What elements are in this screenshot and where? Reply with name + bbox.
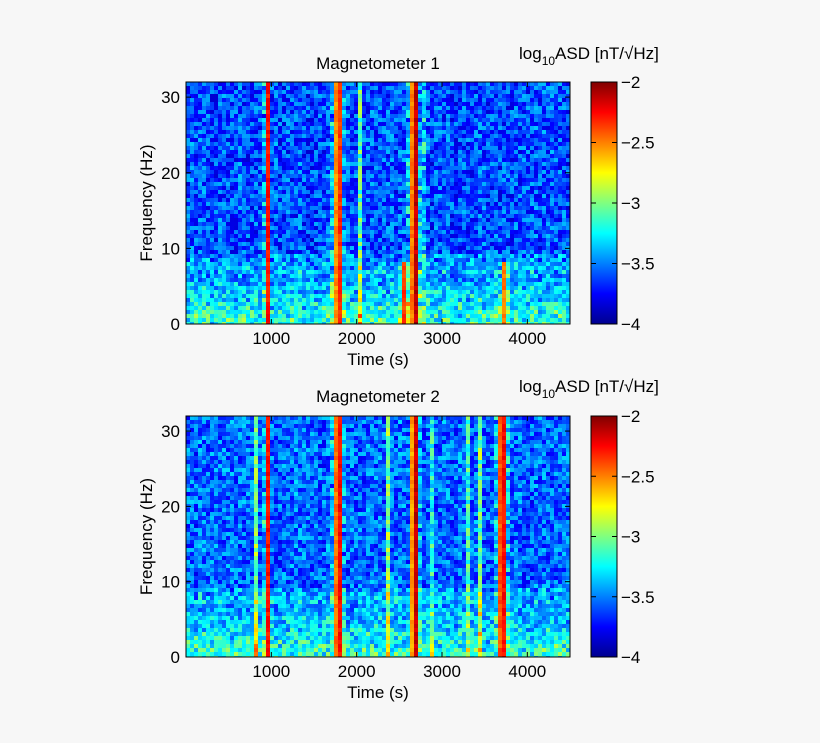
x-axis-label: Time (s) xyxy=(347,683,409,702)
y-tick-label: 30 xyxy=(161,88,180,107)
colorbar-label: log10ASD [nT/√Hz] xyxy=(519,44,659,68)
x-tick-label: 2000 xyxy=(338,662,376,681)
colorbar-tick-label: −3.5 xyxy=(621,588,655,607)
colorbar-tick-label: −3.5 xyxy=(621,255,655,274)
plot-frame xyxy=(185,81,571,325)
colorbar-tick-label: −2.5 xyxy=(621,467,655,486)
x-tick-label: 4000 xyxy=(508,662,546,681)
colorbar-tick-label: −2 xyxy=(621,73,640,92)
colorbar-tick-label: −3 xyxy=(621,528,640,547)
chart-title: Magnetometer 2 xyxy=(316,387,440,406)
spectrogram-panel-1: 1000 2000 3000 4000 0 10 20 30 Magnetometer 1 Tim… xyxy=(137,44,659,369)
x-tick-label: 1000 xyxy=(252,662,290,681)
chart-title: Magnetometer 1 xyxy=(316,54,440,73)
y-tick-label: 0 xyxy=(171,315,180,334)
x-tick-label: 4000 xyxy=(508,329,546,348)
x-axis-label: Time (s) xyxy=(347,350,409,369)
colorbar-tick-label: −2 xyxy=(621,407,640,426)
y-tick-label: 10 xyxy=(161,239,180,258)
y-tick-label: 30 xyxy=(161,422,180,441)
colorbar-tick-label: −4 xyxy=(621,315,640,334)
colorbar-tick-label: −2.5 xyxy=(621,134,655,153)
x-tick-label: 3000 xyxy=(423,662,461,681)
plot-frame xyxy=(185,415,571,658)
y-tick-label: 20 xyxy=(161,497,180,516)
colorbar-tick-label: −4 xyxy=(621,648,640,667)
y-axis-label: Frequency (Hz) xyxy=(137,478,156,595)
heatmap-cells xyxy=(186,416,570,657)
heatmap-cells xyxy=(186,82,570,324)
colorbar-tick-label: −3 xyxy=(621,194,640,213)
y-axis-label: Frequency (Hz) xyxy=(137,144,156,261)
colorbar-label: log10ASD [nT/√Hz] xyxy=(519,377,659,401)
y-tick-label: 10 xyxy=(161,573,180,592)
x-tick-label: 3000 xyxy=(423,329,461,348)
x-tick-label: 2000 xyxy=(338,329,376,348)
x-tick-label: 1000 xyxy=(252,329,290,348)
y-tick-label: 20 xyxy=(161,164,180,183)
y-tick-label: 0 xyxy=(171,648,180,667)
spectrogram-panel-2: 1000 2000 3000 4000 0 10 20 30 Magnetometer 2 Tim… xyxy=(137,377,659,702)
